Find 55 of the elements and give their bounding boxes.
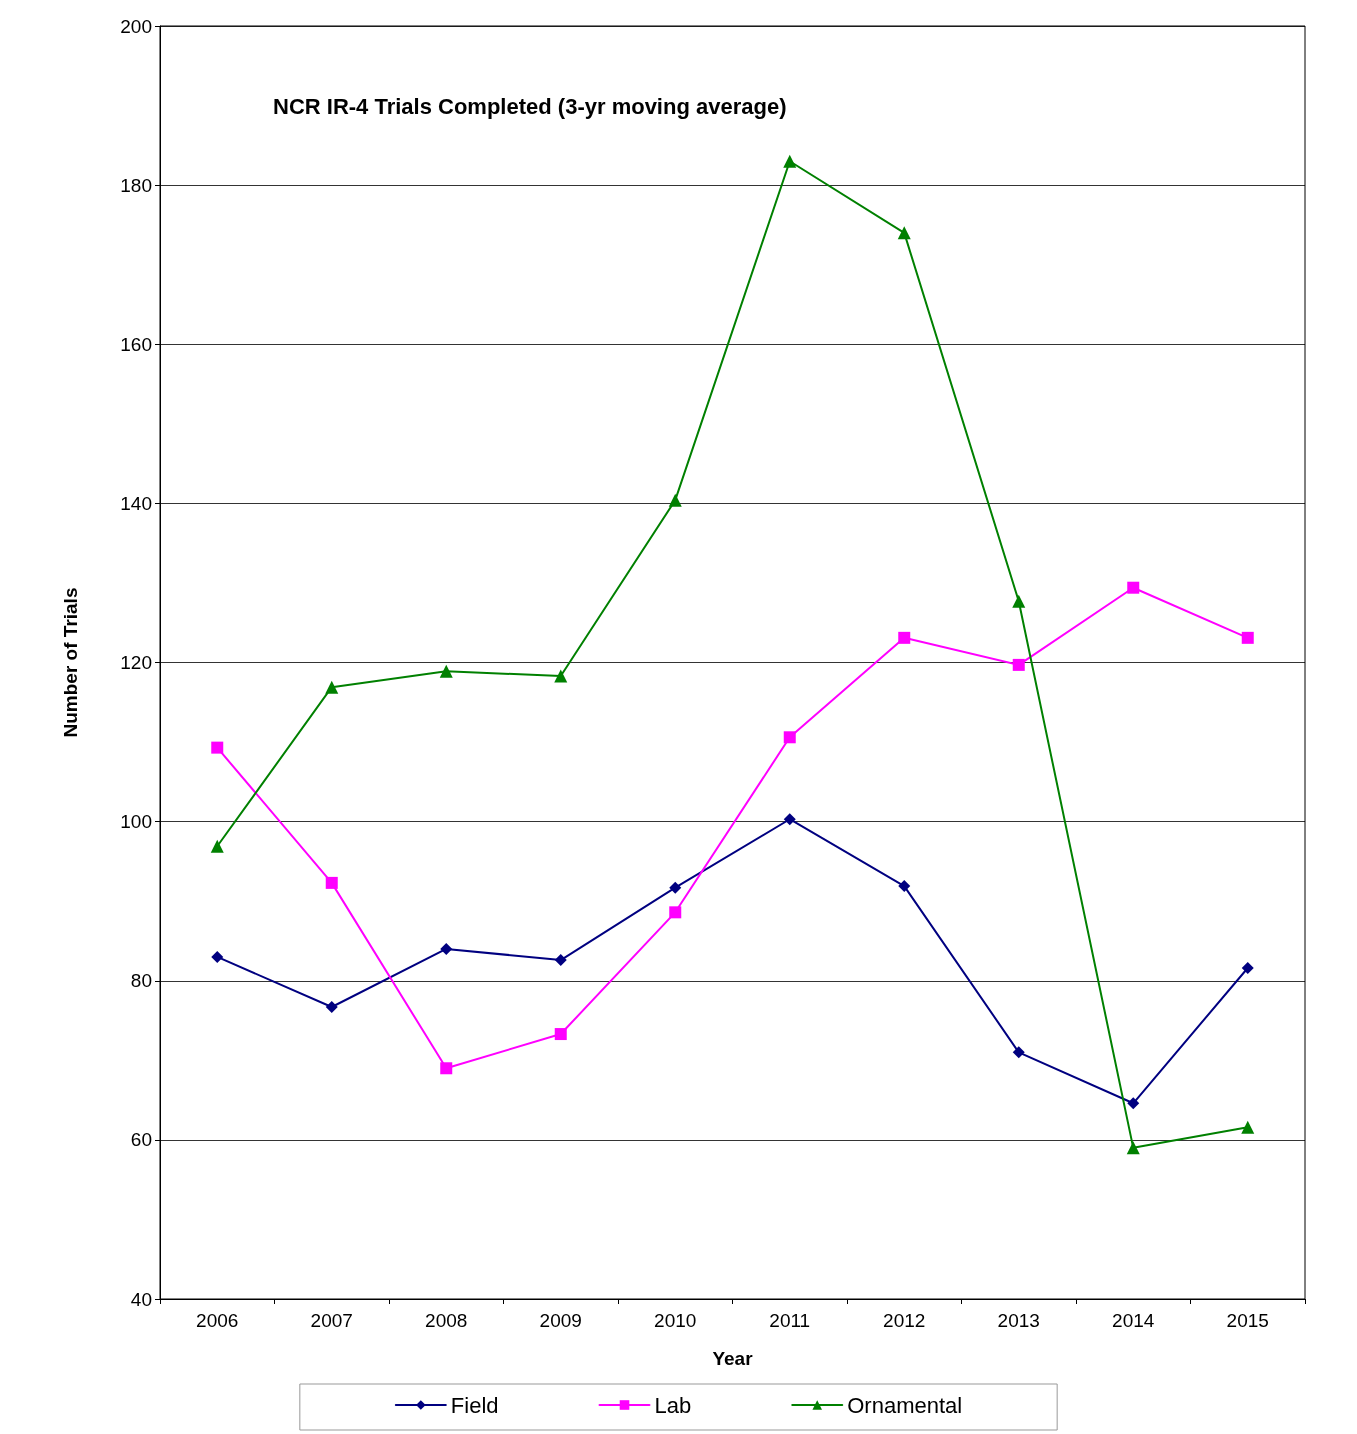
point [1241, 1120, 1255, 1134]
y-tick-label: 120 [120, 652, 152, 673]
point [325, 680, 339, 694]
point [669, 881, 682, 894]
x-tick-label: 2006 [196, 1310, 239, 1331]
point [440, 1062, 453, 1075]
x-tick-label: 2008 [425, 1310, 468, 1331]
point [783, 731, 796, 744]
point [439, 664, 453, 678]
x-tick-label: 2007 [310, 1310, 353, 1331]
y-tick-label: 60 [130, 1129, 152, 1151]
point [1241, 631, 1254, 644]
y-axis-title: Number of Trials [60, 587, 81, 738]
point [1012, 594, 1026, 608]
point [1012, 1046, 1025, 1059]
point [211, 741, 224, 754]
point [898, 631, 911, 644]
x-tick-label: 2010 [654, 1310, 697, 1331]
y-tick-label: 140 [120, 492, 152, 514]
y-tick-label: 200 [120, 15, 152, 37]
y-tick-label: 100 [120, 811, 152, 833]
point [669, 906, 682, 919]
x-tick-label: 2015 [1226, 1310, 1269, 1331]
point [1127, 581, 1140, 594]
point [1241, 962, 1254, 975]
point [210, 839, 224, 853]
point [898, 880, 911, 893]
legend-label: Field [450, 1392, 499, 1418]
point [783, 813, 796, 826]
x-tick-label: 2014 [1112, 1310, 1155, 1331]
x-tick-label: 2013 [997, 1310, 1040, 1331]
point [325, 1001, 338, 1014]
x-axis-title: Year [712, 1348, 754, 1369]
point [554, 954, 567, 967]
y-tick-label: 160 [120, 333, 152, 355]
point [1012, 658, 1025, 671]
point [668, 493, 682, 507]
point [897, 226, 911, 240]
x-tick-label: 2012 [883, 1310, 926, 1331]
y-tick-label: 180 [120, 174, 152, 196]
point [1126, 1141, 1140, 1155]
text: NCR IR-4 Trials Completed (3-yr moving average) [273, 93, 787, 119]
x-tick-label: 2009 [539, 1310, 582, 1331]
y-tick-label: 80 [130, 970, 152, 992]
point [440, 942, 453, 955]
legend-label: Ornamental [847, 1392, 963, 1418]
point [211, 950, 224, 963]
point [1127, 1097, 1140, 1110]
point [325, 876, 338, 889]
point [783, 154, 797, 168]
x-tick-label: 2011 [769, 1310, 811, 1331]
y-tick-label: 40 [130, 1288, 152, 1310]
point [554, 1028, 567, 1041]
legend-label: Lab [654, 1392, 692, 1418]
point [554, 669, 568, 683]
